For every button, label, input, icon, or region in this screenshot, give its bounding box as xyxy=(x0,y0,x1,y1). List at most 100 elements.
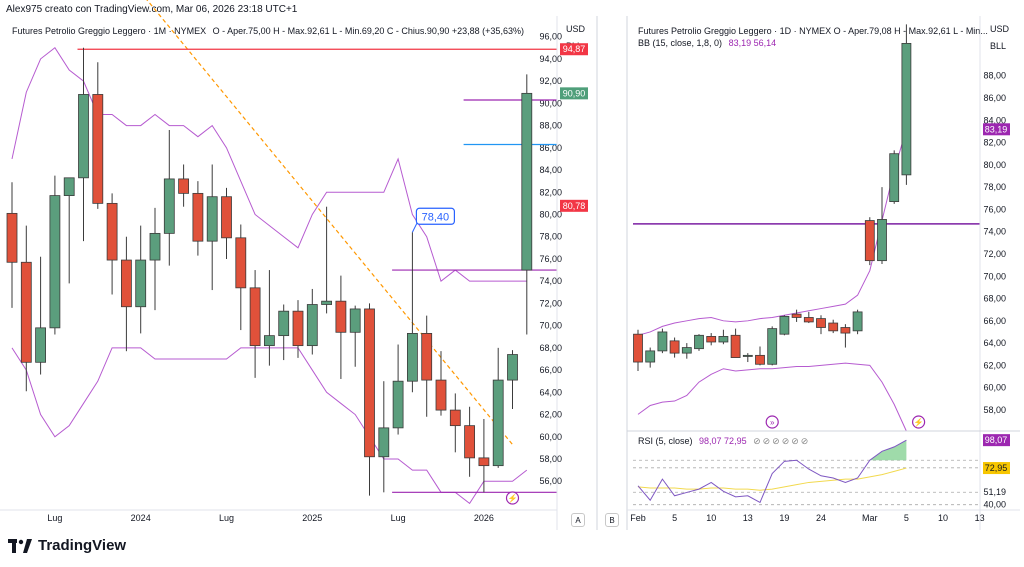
left-y-tick-label: 78,00 xyxy=(539,232,562,242)
callout-pointer xyxy=(411,222,418,233)
right-y-tick-label: 70,00 xyxy=(983,271,1006,281)
right-candle-body xyxy=(877,219,887,262)
right-unit-bll: BLL xyxy=(990,41,1007,51)
left-x-tick-label: 2024 xyxy=(131,513,151,523)
left-candle-body xyxy=(135,259,147,308)
right-y-tick-label: 80,00 xyxy=(983,160,1006,170)
right-x-tick-label: 5 xyxy=(904,513,909,523)
right-x-tick-label: 19 xyxy=(779,513,789,523)
left-y-tick-label: 56,00 xyxy=(539,476,562,486)
right-x-tick-label: Mar xyxy=(862,513,878,523)
left-price-label-box xyxy=(560,43,588,56)
right-y-tick-label: 72,00 xyxy=(983,249,1006,259)
left-ohlc-values: O - Aper.75,00 H - Max.92,61 L - Min.69,… xyxy=(212,26,524,36)
right-candle-body xyxy=(889,153,900,203)
left-candle-body xyxy=(364,308,375,458)
right-y-tick-label: 74,00 xyxy=(983,227,1006,237)
button-a[interactable]: A xyxy=(571,513,585,527)
rsi-overbought-fill xyxy=(869,440,907,461)
right-candle-body xyxy=(755,354,765,365)
left-candle-body xyxy=(378,427,390,458)
right-event-lightning-icon xyxy=(911,415,926,429)
right-y-tick-label: 64,00 xyxy=(983,338,1006,348)
left-candle-body xyxy=(449,409,461,427)
right-candle-body xyxy=(828,322,839,332)
left-symbol-title: Futures Petrolio Greggio Leggero · 1M · … xyxy=(12,26,207,36)
bb-label: BB (15, close, 1,8, 0) xyxy=(638,38,723,48)
callout-value: 78,40 xyxy=(422,211,450,223)
left-candle-body xyxy=(63,177,75,196)
left-y-tick-label: 76,00 xyxy=(539,254,562,264)
event-lightning-icon xyxy=(505,491,520,505)
left-y-tick-label: 64,00 xyxy=(539,387,562,397)
left-price-label-text: 80,78 xyxy=(563,201,586,211)
left-candle-body xyxy=(192,192,204,242)
rsi-settings-icons[interactable]: ⊘⊘⊘⊘⊘⊘ xyxy=(753,436,811,446)
right-candle-body xyxy=(864,220,875,262)
left-candle-body xyxy=(221,196,232,239)
left-bb-upper-line xyxy=(11,47,527,283)
rsi-price-label-text: 98,07 xyxy=(985,435,1008,445)
left-candle-body xyxy=(235,237,247,289)
left-chart-title: Futures Petrolio Greggio Leggero · 1M · … xyxy=(12,26,524,36)
right-bb-lower-line xyxy=(637,362,907,432)
left-x-tick-label: Lug xyxy=(391,513,406,523)
left-candle-body xyxy=(92,94,104,204)
right-bb-upper-line xyxy=(637,129,907,336)
right-candle-body xyxy=(791,313,802,318)
left-y-tick-label: 86,00 xyxy=(539,143,562,153)
right-y-tick-label: 88,00 xyxy=(983,71,1006,81)
left-candle-body xyxy=(349,308,361,333)
left-y-tick-label: 80,00 xyxy=(539,209,562,219)
right-y-tick-label: 78,00 xyxy=(983,182,1006,192)
left-candle-body xyxy=(321,300,333,305)
replay-arrow-icon xyxy=(765,415,779,429)
left-candle-body xyxy=(6,212,18,263)
right-candle-body xyxy=(706,336,717,343)
left-candle-body xyxy=(206,196,218,242)
left-unit-usd: USD xyxy=(566,24,586,34)
right-y-tick-label: 82,00 xyxy=(983,138,1006,148)
left-y-tick-label: 74,00 xyxy=(539,276,562,286)
rsi-legend: RSI (5, close) 98,07 72,95 ⊘⊘⊘⊘⊘⊘ xyxy=(638,436,810,447)
right-price-label-box xyxy=(983,123,1010,136)
left-candle-body xyxy=(406,333,418,382)
right-y-tick-label: 84,00 xyxy=(983,115,1006,125)
left-y-tick-label: 68,00 xyxy=(539,343,562,353)
left-candle-body xyxy=(478,457,490,467)
tradingview-logo-icon xyxy=(8,538,32,553)
right-y-tick-label: 60,00 xyxy=(983,383,1006,393)
right-y-tick-label: 76,00 xyxy=(983,204,1006,214)
button-b[interactable]: B xyxy=(605,513,619,527)
left-y-tick-label: 66,00 xyxy=(539,365,562,375)
right-x-tick-label: 24 xyxy=(816,513,826,523)
left-candle-body xyxy=(149,232,161,261)
left-candle-body xyxy=(20,261,32,363)
right-x-tick-label: 10 xyxy=(938,513,948,523)
left-y-tick-label: 96,00 xyxy=(539,32,562,42)
left-candle-body xyxy=(435,379,447,411)
right-bb-legend: BB (15, close, 1,8, 0) 83,19 56,14 xyxy=(638,38,776,48)
footer-brand-text: TradingView xyxy=(38,537,127,554)
left-y-tick-label: 94,00 xyxy=(539,54,562,64)
left-candle-body xyxy=(421,333,433,381)
left-y-tick-label: 88,00 xyxy=(539,121,562,131)
right-unit-usd: USD xyxy=(990,24,1010,34)
rsi-tick-40: 40,00 xyxy=(983,500,1006,510)
rsi-price-label-box xyxy=(983,434,1010,447)
right-candle-body xyxy=(840,327,851,334)
right-x-tick-label: 10 xyxy=(706,513,716,523)
left-y-tick-label: 90,00 xyxy=(539,98,562,108)
rsi-values: 98,07 72,95 xyxy=(699,436,747,446)
right-x-tick-label: Feb xyxy=(630,513,646,523)
right-y-tick-label: 66,00 xyxy=(983,316,1006,326)
left-candle-body xyxy=(263,335,275,347)
right-candle-body xyxy=(901,42,912,176)
left-candle-body xyxy=(521,92,533,271)
right-candle-body xyxy=(645,350,656,363)
left-x-tick-label: Lug xyxy=(219,513,234,523)
right-candle-body xyxy=(669,340,680,354)
right-y-tick-label: 62,00 xyxy=(983,360,1006,370)
right-candle-body xyxy=(694,334,704,350)
